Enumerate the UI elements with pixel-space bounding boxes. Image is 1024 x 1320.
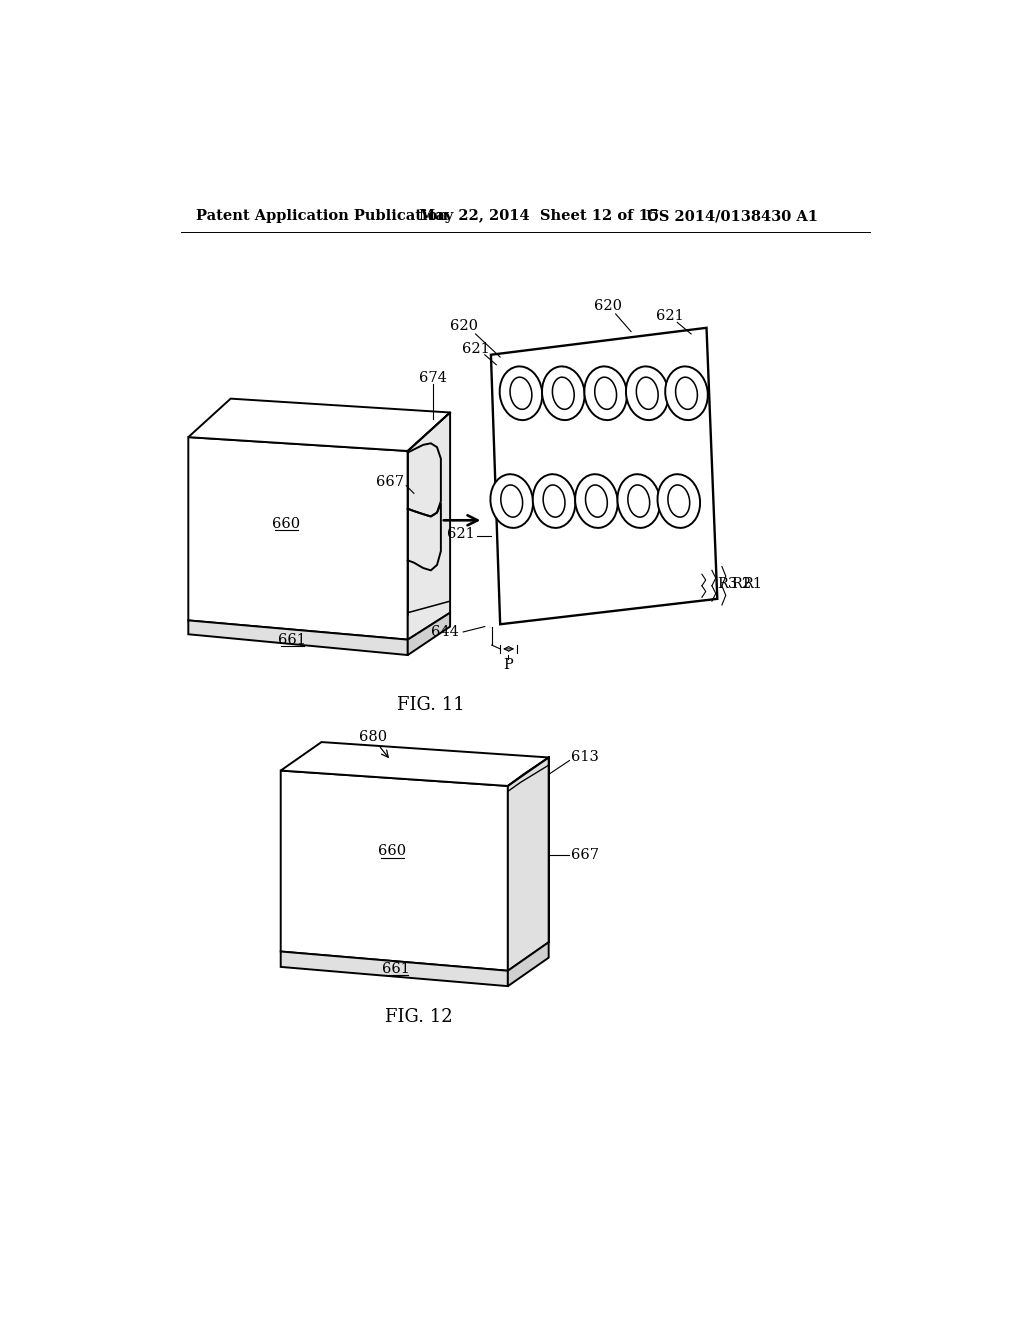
Text: Patent Application Publication: Patent Application Publication	[196, 209, 449, 223]
Polygon shape	[188, 620, 408, 655]
Polygon shape	[408, 612, 451, 655]
Polygon shape	[508, 942, 549, 986]
Polygon shape	[281, 771, 508, 970]
Ellipse shape	[543, 484, 565, 517]
Ellipse shape	[676, 378, 697, 409]
Ellipse shape	[585, 367, 627, 420]
Polygon shape	[408, 412, 451, 640]
Polygon shape	[508, 758, 549, 970]
Text: 680: 680	[359, 730, 387, 744]
Text: P: P	[503, 659, 513, 672]
Ellipse shape	[666, 367, 708, 420]
Ellipse shape	[575, 474, 617, 528]
Text: 621: 621	[462, 342, 489, 356]
Text: 621: 621	[447, 527, 475, 541]
Text: 674: 674	[419, 371, 447, 385]
Ellipse shape	[595, 378, 616, 409]
Text: 613: 613	[571, 751, 599, 764]
Text: FIG. 12: FIG. 12	[385, 1008, 454, 1026]
Text: US 2014/0138430 A1: US 2014/0138430 A1	[646, 209, 818, 223]
Text: R3: R3	[717, 577, 737, 591]
Ellipse shape	[490, 474, 534, 528]
Ellipse shape	[586, 484, 607, 517]
Ellipse shape	[628, 484, 649, 517]
Text: 620: 620	[594, 300, 622, 313]
Text: 660: 660	[378, 845, 407, 858]
Ellipse shape	[500, 367, 543, 420]
Text: 667: 667	[571, 849, 599, 862]
Ellipse shape	[626, 367, 669, 420]
Text: May 22, 2014  Sheet 12 of 15: May 22, 2014 Sheet 12 of 15	[419, 209, 659, 223]
Text: 620: 620	[450, 319, 478, 333]
Ellipse shape	[532, 474, 575, 528]
Ellipse shape	[668, 484, 690, 517]
Ellipse shape	[552, 378, 574, 409]
Polygon shape	[281, 742, 549, 785]
Polygon shape	[188, 399, 451, 451]
Ellipse shape	[617, 474, 660, 528]
Text: 667: 667	[376, 475, 403, 488]
Ellipse shape	[636, 378, 658, 409]
Text: 644: 644	[431, 624, 460, 639]
Text: R2: R2	[731, 577, 752, 591]
Text: FIG. 11: FIG. 11	[397, 696, 465, 714]
Ellipse shape	[501, 484, 522, 517]
Polygon shape	[281, 952, 508, 986]
Polygon shape	[490, 327, 717, 624]
Text: 621: 621	[655, 309, 683, 323]
Ellipse shape	[510, 378, 531, 409]
Polygon shape	[188, 437, 408, 640]
Ellipse shape	[542, 367, 585, 420]
Ellipse shape	[657, 474, 700, 528]
Text: 660: 660	[272, 517, 300, 531]
Text: 661: 661	[382, 962, 411, 977]
Text: R1: R1	[742, 577, 763, 591]
Text: 661: 661	[279, 632, 306, 647]
